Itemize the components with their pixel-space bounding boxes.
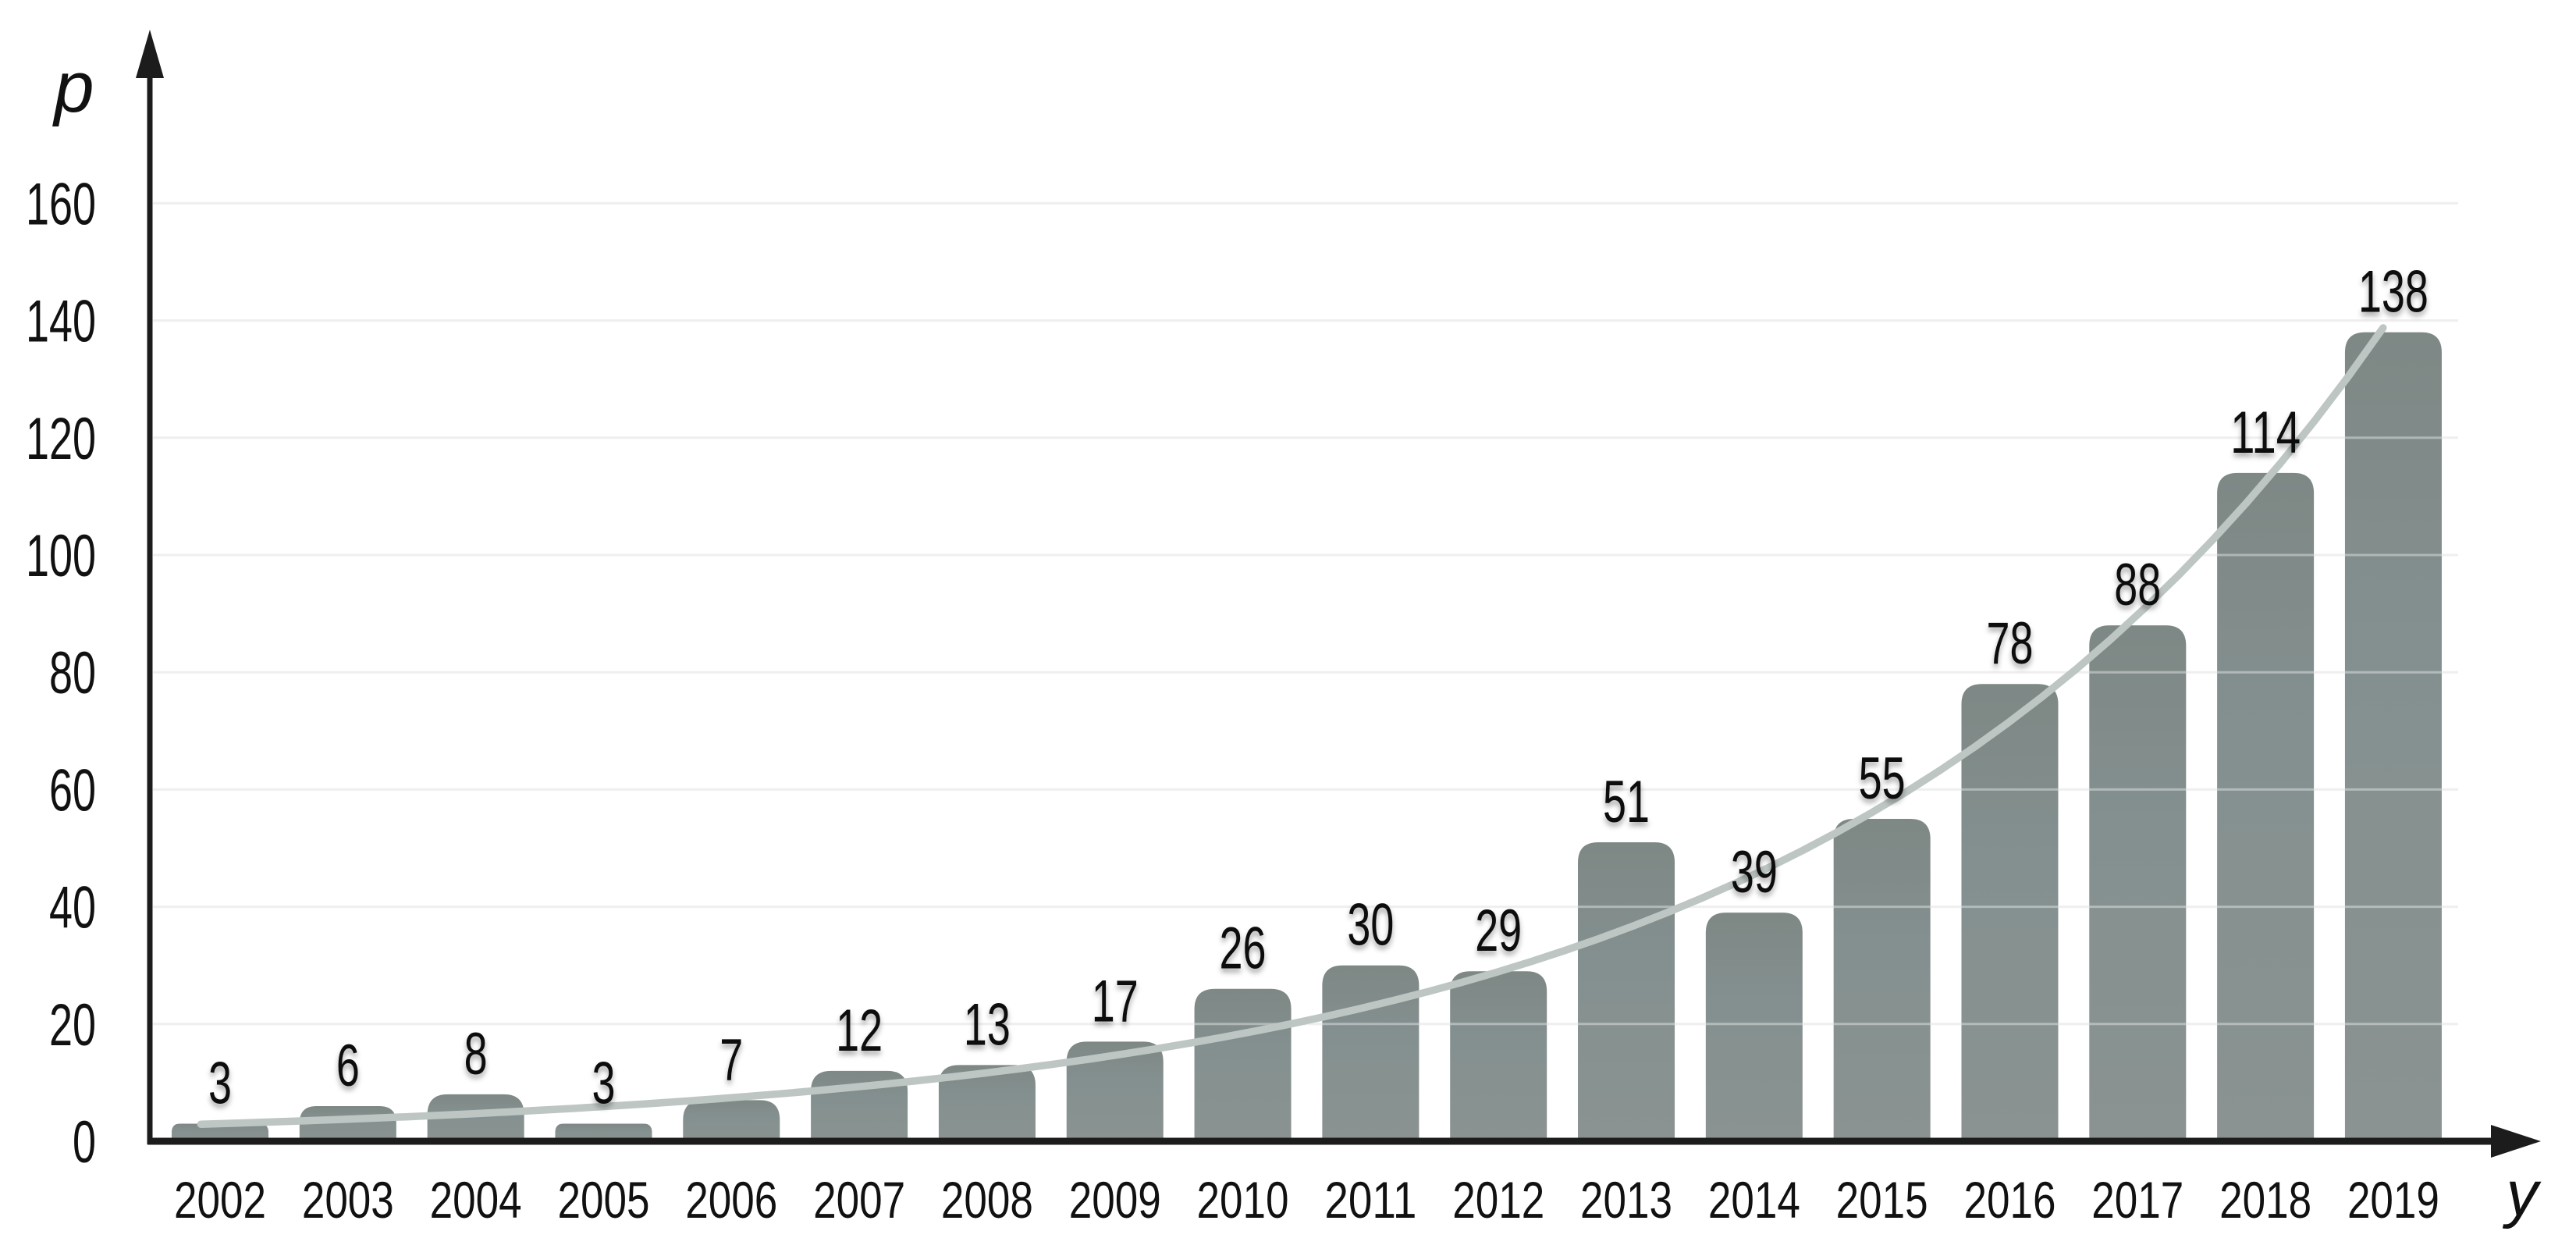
bar-2002 <box>172 1123 268 1141</box>
x-label-2003: 2003 <box>302 1171 394 1229</box>
x-axis-title: y <box>2503 1158 2542 1229</box>
value-label-2017: 88 <box>2114 552 2161 618</box>
y-tick-100: 100 <box>26 523 96 589</box>
x-label-2012: 2012 <box>1452 1171 1544 1229</box>
x-label-2019: 2019 <box>2347 1171 2439 1229</box>
gridlines <box>153 201 2458 1026</box>
value-label-2004: 8 <box>464 1021 488 1087</box>
bar-2006 <box>683 1100 780 1141</box>
y-axis-arrow-icon <box>136 30 164 78</box>
value-label-2005: 3 <box>592 1050 615 1116</box>
bar-2011 <box>1322 965 1419 1141</box>
x-label-2004: 2004 <box>430 1171 522 1229</box>
y-tick-160: 160 <box>26 171 96 237</box>
value-label-2012: 29 <box>1475 898 1522 964</box>
trend-curve <box>197 324 2387 1128</box>
value-label-2019: 138 <box>2358 259 2429 326</box>
bar-2016 <box>1961 684 2059 1141</box>
bar-2008 <box>938 1065 1036 1141</box>
value-label-2016: 78 <box>1986 610 2033 677</box>
x-label-2007: 2007 <box>813 1171 905 1229</box>
y-axis-title: p <box>52 48 94 127</box>
x-label-2014: 2014 <box>1708 1171 1800 1229</box>
y-tick-60: 60 <box>49 757 96 824</box>
value-label-2015: 55 <box>1859 745 1906 812</box>
value-label-2018: 114 <box>2230 400 2301 466</box>
x-label-2016: 2016 <box>1963 1171 2055 1229</box>
bar-2012 <box>1450 971 1547 1141</box>
x-axis-arrow-icon <box>2491 1125 2541 1158</box>
bar-2004 <box>427 1094 524 1141</box>
bar-2014 <box>1705 913 1803 1141</box>
y-tick-40: 40 <box>49 875 96 941</box>
x-label-2006: 2006 <box>685 1171 777 1229</box>
y-tick-140: 140 <box>26 289 96 355</box>
x-label-2005: 2005 <box>557 1171 649 1229</box>
value-label-2007: 12 <box>836 998 883 1064</box>
x-category-labels: 2002 2003 2004 2005 2006 2007 2008 2009 2010 2011… <box>174 1171 2439 1229</box>
y-tick-0: 0 <box>73 1109 96 1176</box>
value-label-2003: 6 <box>336 1033 360 1099</box>
bar-value-labels: 3 6 8 3 7 12 13 17 26 30 29 51 39 55 78 88 114 138 <box>208 259 2429 1117</box>
value-label-2011: 30 <box>1347 892 1394 959</box>
x-label-2013: 2013 <box>1580 1171 1672 1229</box>
bar-2013 <box>1578 841 1675 1141</box>
y-tick-labels: 0 20 40 60 80 100 120 140 160 <box>26 171 96 1176</box>
x-label-2015: 2015 <box>1836 1171 1928 1229</box>
x-label-2010: 2010 <box>1197 1171 1289 1229</box>
value-label-2013: 51 <box>1603 769 1650 835</box>
x-label-2011: 2011 <box>1324 1171 1416 1229</box>
axes <box>136 30 2541 1158</box>
bar-2005 <box>555 1123 652 1141</box>
bar-2019 <box>2344 332 2442 1141</box>
bar-2018 <box>2217 472 2315 1141</box>
bar-2017 <box>2089 625 2187 1141</box>
bar-2010 <box>1194 988 1292 1141</box>
y-tick-20: 20 <box>49 992 96 1059</box>
x-label-2008: 2008 <box>941 1171 1033 1229</box>
bar-2009 <box>1066 1041 1164 1141</box>
bar-2015 <box>1833 818 1931 1141</box>
value-label-2009: 17 <box>1092 968 1139 1034</box>
value-label-2014: 39 <box>1731 839 1778 906</box>
y-tick-80: 80 <box>49 640 96 706</box>
value-label-2008: 13 <box>964 991 1011 1058</box>
x-label-2009: 2009 <box>1069 1171 1161 1229</box>
x-label-2017: 2017 <box>2091 1171 2183 1229</box>
y-tick-120: 120 <box>26 406 96 472</box>
x-label-2018: 2018 <box>2219 1171 2311 1229</box>
value-label-2002: 3 <box>208 1050 232 1116</box>
x-label-2002: 2002 <box>174 1171 266 1229</box>
value-label-2010: 26 <box>1220 916 1267 982</box>
value-label-2006: 7 <box>720 1027 743 1093</box>
